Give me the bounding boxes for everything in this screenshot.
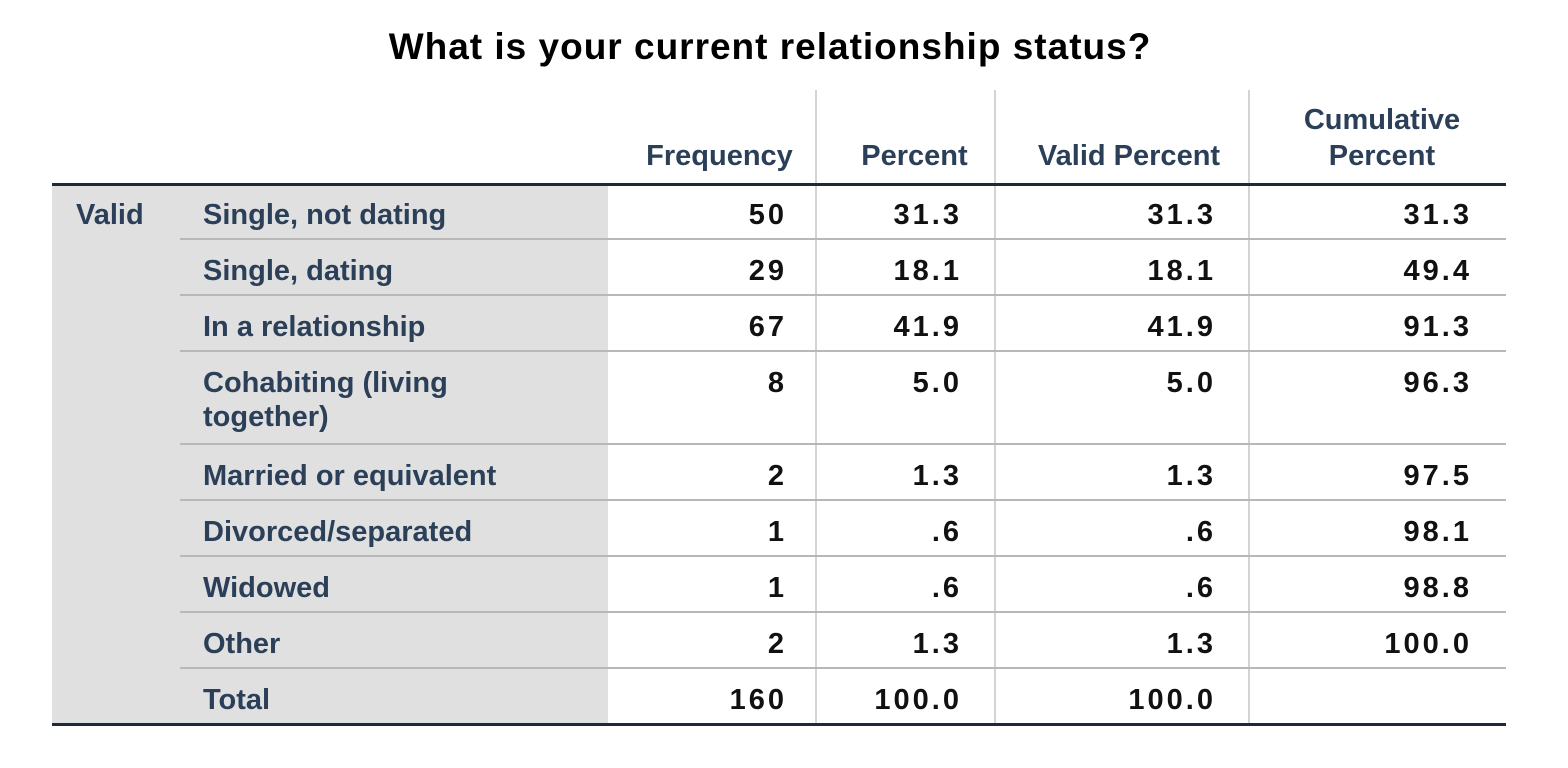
cell-percent: .6 [931,516,962,548]
header-cumulative-line2: Percent [1328,140,1436,172]
cell-valid-percent: 41.9 [1147,311,1216,343]
row-label: In a relationship [203,311,426,343]
cell-cumulative-percent: 98.8 [1403,572,1472,604]
cell-valid-percent: 18.1 [1147,255,1216,287]
header-frequency: Frequency [646,140,793,172]
cell-frequency: 8 [767,367,787,399]
cell-percent: 1.3 [912,460,962,492]
cell-valid-percent: 5.0 [1166,367,1216,399]
cell-percent: 1.3 [912,628,962,660]
row-divider [180,611,1506,613]
cell-cumulative-percent: 49.4 [1403,255,1472,287]
row-divider [180,667,1506,669]
cell-percent: .6 [931,572,962,604]
row-label: Single, dating [203,255,394,287]
row-divider [180,350,1506,352]
row-divider [180,443,1506,445]
row-divider [180,499,1506,501]
bottom-rule [52,723,1506,726]
cell-valid-percent: 1.3 [1166,460,1216,492]
header-valid-percent: Valid Percent [1037,140,1221,172]
cell-cumulative-percent: 100.0 [1384,628,1472,660]
row-divider [180,555,1506,557]
row-label-total: Total [203,684,271,716]
table-title: What is your current relationship status… [388,26,1152,67]
column-divider [815,90,817,726]
cell-percent: 31.3 [893,199,962,231]
cell-cumulative-percent: 97.5 [1403,460,1472,492]
group-label-valid: Valid [76,199,144,231]
cell-frequency: 160 [729,684,787,716]
row-label: Single, not dating [203,199,447,231]
cell-frequency: 1 [767,516,787,548]
cell-percent: 100.0 [874,684,962,716]
cell-frequency: 50 [748,199,787,231]
cell-percent: 41.9 [893,311,962,343]
column-divider [994,90,996,726]
row-label-line2: together) [203,401,329,433]
cell-valid-percent: .6 [1185,516,1216,548]
column-divider [1248,90,1250,726]
row-divider [180,294,1506,296]
header-cumulative-line1: Cumulative [1303,104,1461,136]
cell-frequency: 2 [767,628,787,660]
header-cumulative-percent: Cumulative Percent [1257,102,1507,174]
row-divider [180,238,1506,240]
cell-percent: 18.1 [893,255,962,287]
cell-percent: 5.0 [912,367,962,399]
cell-cumulative-percent: 96.3 [1403,367,1472,399]
row-label-line1: Cohabiting (living [203,367,448,399]
header-rule [52,183,1506,186]
row-label: Widowed [203,572,331,604]
cell-frequency: 67 [748,311,787,343]
frequency-table: Frequency Percent Valid Percent Cumulati… [52,90,1506,726]
cell-valid-percent: 1.3 [1166,628,1216,660]
cell-frequency: 2 [767,460,787,492]
header-percent: Percent [861,140,968,172]
row-label: Married or equivalent [203,460,497,492]
cell-cumulative-percent: 31.3 [1403,199,1472,231]
row-label: Divorced/separated [203,516,473,548]
row-label: Cohabiting (living together) [203,366,448,434]
cell-cumulative-percent: 91.3 [1403,311,1472,343]
cell-valid-percent: 100.0 [1128,684,1216,716]
cell-cumulative-percent: 98.1 [1403,516,1472,548]
cell-valid-percent: 31.3 [1147,199,1216,231]
label-column-shade [52,185,608,726]
row-label: Other [203,628,281,660]
cell-valid-percent: .6 [1185,572,1216,604]
cell-frequency: 29 [748,255,787,287]
cell-frequency: 1 [767,572,787,604]
